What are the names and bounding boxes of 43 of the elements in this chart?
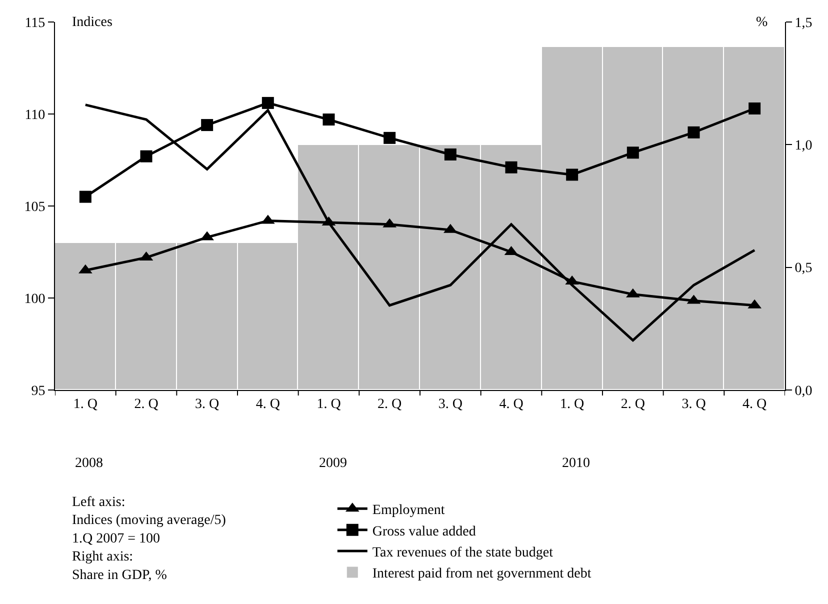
point — [444, 148, 456, 160]
y-tick-label: 115 — [24, 16, 46, 31]
x-tick-label: 4. Q — [499, 396, 524, 412]
text: 2009 — [319, 456, 347, 471]
point — [140, 150, 152, 162]
y2-tick-label: 1,0 — [794, 138, 812, 154]
point — [79, 190, 92, 203]
x-tick-label: 1. Q — [73, 396, 98, 412]
x-tick-label: 3. Q — [438, 396, 462, 412]
point — [201, 119, 214, 132]
x-tick-label: 2. Q — [378, 396, 402, 412]
x-tick-label: 4. Q — [256, 396, 280, 412]
point — [505, 161, 518, 174]
y2-tick-label: 0,0 — [794, 384, 812, 399]
y-tick-label: 100 — [24, 292, 46, 307]
y-tick-label: 95 — [31, 384, 46, 399]
point — [322, 114, 335, 126]
point — [748, 102, 761, 114]
legend-label: Employment — [372, 503, 445, 518]
y-tick-label: 110 — [24, 108, 46, 123]
x-tick-label: 3. Q — [682, 396, 706, 412]
x-tick-label: 4. Q — [742, 396, 767, 412]
y2-tick-label: 1,5 — [794, 16, 812, 31]
x-tick-label: 2. Q — [134, 396, 158, 412]
point — [688, 126, 700, 138]
y2-axis-title: % — [756, 15, 768, 30]
text: Left axis: Indices (moving average/5) 1.Q 2007 = 100 Right axis: Share in GDP, % — [72, 495, 226, 583]
point — [626, 146, 639, 159]
y-tick-label: 105 — [24, 200, 46, 215]
y-axis-title: Indices — [72, 15, 112, 30]
point — [566, 168, 578, 181]
x-tick-label: 3. Q — [195, 396, 220, 412]
point — [384, 132, 396, 144]
x-tick-label: 1. Q — [316, 396, 341, 412]
point — [262, 96, 274, 109]
text: 2010 — [562, 456, 590, 471]
x-tick-label: 1. Q — [560, 396, 584, 412]
y2-tick-label: 0,5 — [794, 261, 812, 276]
legend-label: Tax revenues of the state budget — [372, 546, 554, 560]
x-tick-label: 2. Q — [620, 396, 645, 412]
legend-label: Interest paid from net government debt — [372, 566, 592, 582]
text: 2008 — [75, 456, 103, 471]
legend-label: Gross value added — [372, 524, 476, 540]
